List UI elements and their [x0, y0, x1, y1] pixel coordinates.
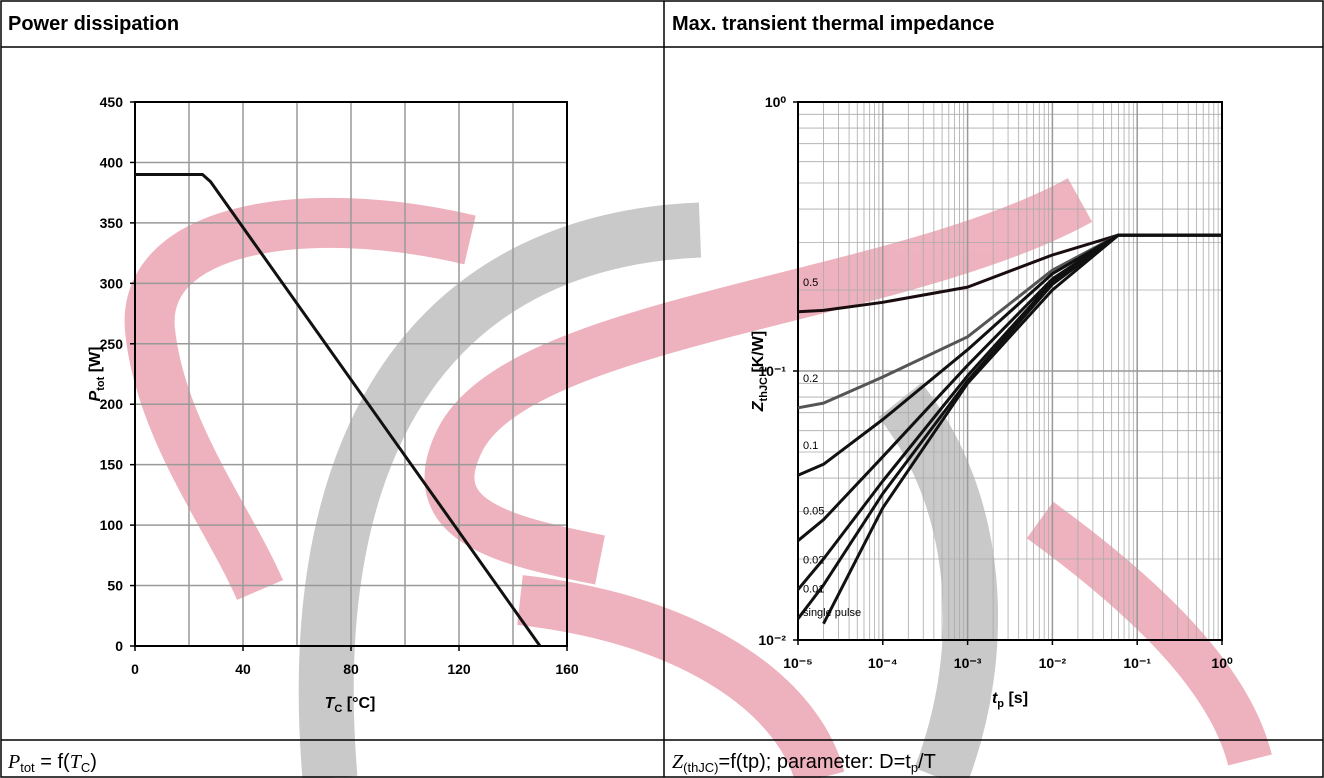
curve-label: 0.05	[803, 506, 824, 518]
y-tick-label: 10⁰	[765, 94, 787, 110]
series-line	[822, 233, 1222, 625]
ylabel: Ptot [W]	[87, 347, 107, 402]
y-tick-label: 100	[100, 517, 124, 533]
x-tick-label: 10⁰	[1211, 655, 1233, 671]
y-tick-label: 10⁻²	[758, 632, 786, 648]
xlabel: tp [s]	[992, 690, 1028, 710]
caption-part: P	[7, 751, 20, 773]
header-right: Max. transient thermal impedance	[672, 13, 994, 35]
y-tick-label: 250	[100, 336, 124, 352]
ylabel: ZthJC [K/W]	[750, 331, 770, 412]
y-tick-label: 200	[100, 396, 124, 412]
series-line	[135, 173, 542, 647]
y-tick-label: 150	[100, 457, 124, 473]
x-tick-label: 80	[343, 661, 359, 677]
caption-part: )	[90, 751, 97, 773]
caption-part: /T	[918, 751, 936, 773]
x-tick-label: 120	[447, 661, 471, 677]
axis-label-subscript: p	[997, 698, 1004, 710]
axis-label-unit: [W]	[87, 347, 104, 377]
y-tick-label: 10⁻¹	[758, 363, 786, 379]
x-tick-label: 10⁻⁵	[783, 655, 813, 671]
footer-left: Ptot = f(TC)	[7, 751, 97, 775]
x-tick-label: 10⁻²	[1039, 655, 1067, 671]
caption-part: tot	[20, 760, 35, 775]
y-tick-label: 400	[100, 154, 124, 170]
axis-label-subscript: C	[334, 703, 342, 715]
x-tick-label: 0	[131, 661, 139, 677]
x-tick-label: 40	[235, 661, 251, 677]
plot-frame	[134, 101, 568, 647]
caption-part: = f(	[35, 751, 70, 773]
axis-label-unit: [°C]	[342, 695, 375, 712]
curve-label: 0.01	[803, 584, 824, 596]
axis-label-symbol: Z	[750, 400, 767, 412]
axis-label-symbol: t	[992, 690, 998, 707]
axis-label-symbol: T	[325, 695, 336, 712]
y-tick-label: 0	[115, 638, 123, 654]
axis-label-unit: [K/W]	[750, 331, 767, 377]
axis-label-symbol: P	[87, 390, 104, 401]
axis-label-subscript: tot	[95, 376, 107, 390]
y-tick-label: 350	[100, 215, 124, 231]
caption-part: p	[911, 760, 918, 775]
curve-label: 0.02	[803, 555, 824, 567]
axis-label-subscript: thJC	[758, 377, 770, 402]
chart: 10⁻⁵ 10⁻⁴ 10⁻³ 10⁻² 10⁻¹ 10⁰ 10⁻² 10⁻¹ 10⁰ ZthJC …	[750, 94, 1233, 710]
caption-part: Z	[672, 751, 684, 773]
footer-right: Z(thJC)=f(tp); parameter: D=tp/T	[672, 751, 936, 775]
y-tick-label: 50	[107, 578, 123, 594]
watermark	[124, 178, 1272, 778]
header-left: Power dissipation	[8, 13, 179, 35]
caption-part: T	[70, 751, 83, 773]
curve-label: single pulse	[803, 607, 861, 619]
y-tick-label: 300	[100, 275, 124, 291]
caption-part: C	[81, 760, 90, 775]
axis-label-unit: [s]	[1004, 690, 1028, 707]
x-tick-label: 10⁻³	[954, 655, 982, 671]
x-tick-label: 160	[555, 661, 579, 677]
x-tick-label: 10⁻⁴	[868, 655, 898, 671]
curve-label: 0.5	[803, 277, 818, 289]
curve-label: 0.1	[803, 440, 818, 452]
chart: 0 40 80 120 160 0 50 100 150 200 250 300 350 400 450 Pt…	[87, 94, 579, 715]
y-tick-label: 450	[100, 94, 124, 110]
caption-part: =f(tp); parameter: D=t	[719, 751, 912, 773]
curve-label: 0.2	[803, 373, 818, 385]
xlabel: TC [°C]	[325, 695, 376, 715]
plot-frame	[797, 101, 1223, 641]
x-tick-label: 10⁻¹	[1123, 655, 1151, 671]
caption-part: (thJC)	[683, 760, 718, 775]
